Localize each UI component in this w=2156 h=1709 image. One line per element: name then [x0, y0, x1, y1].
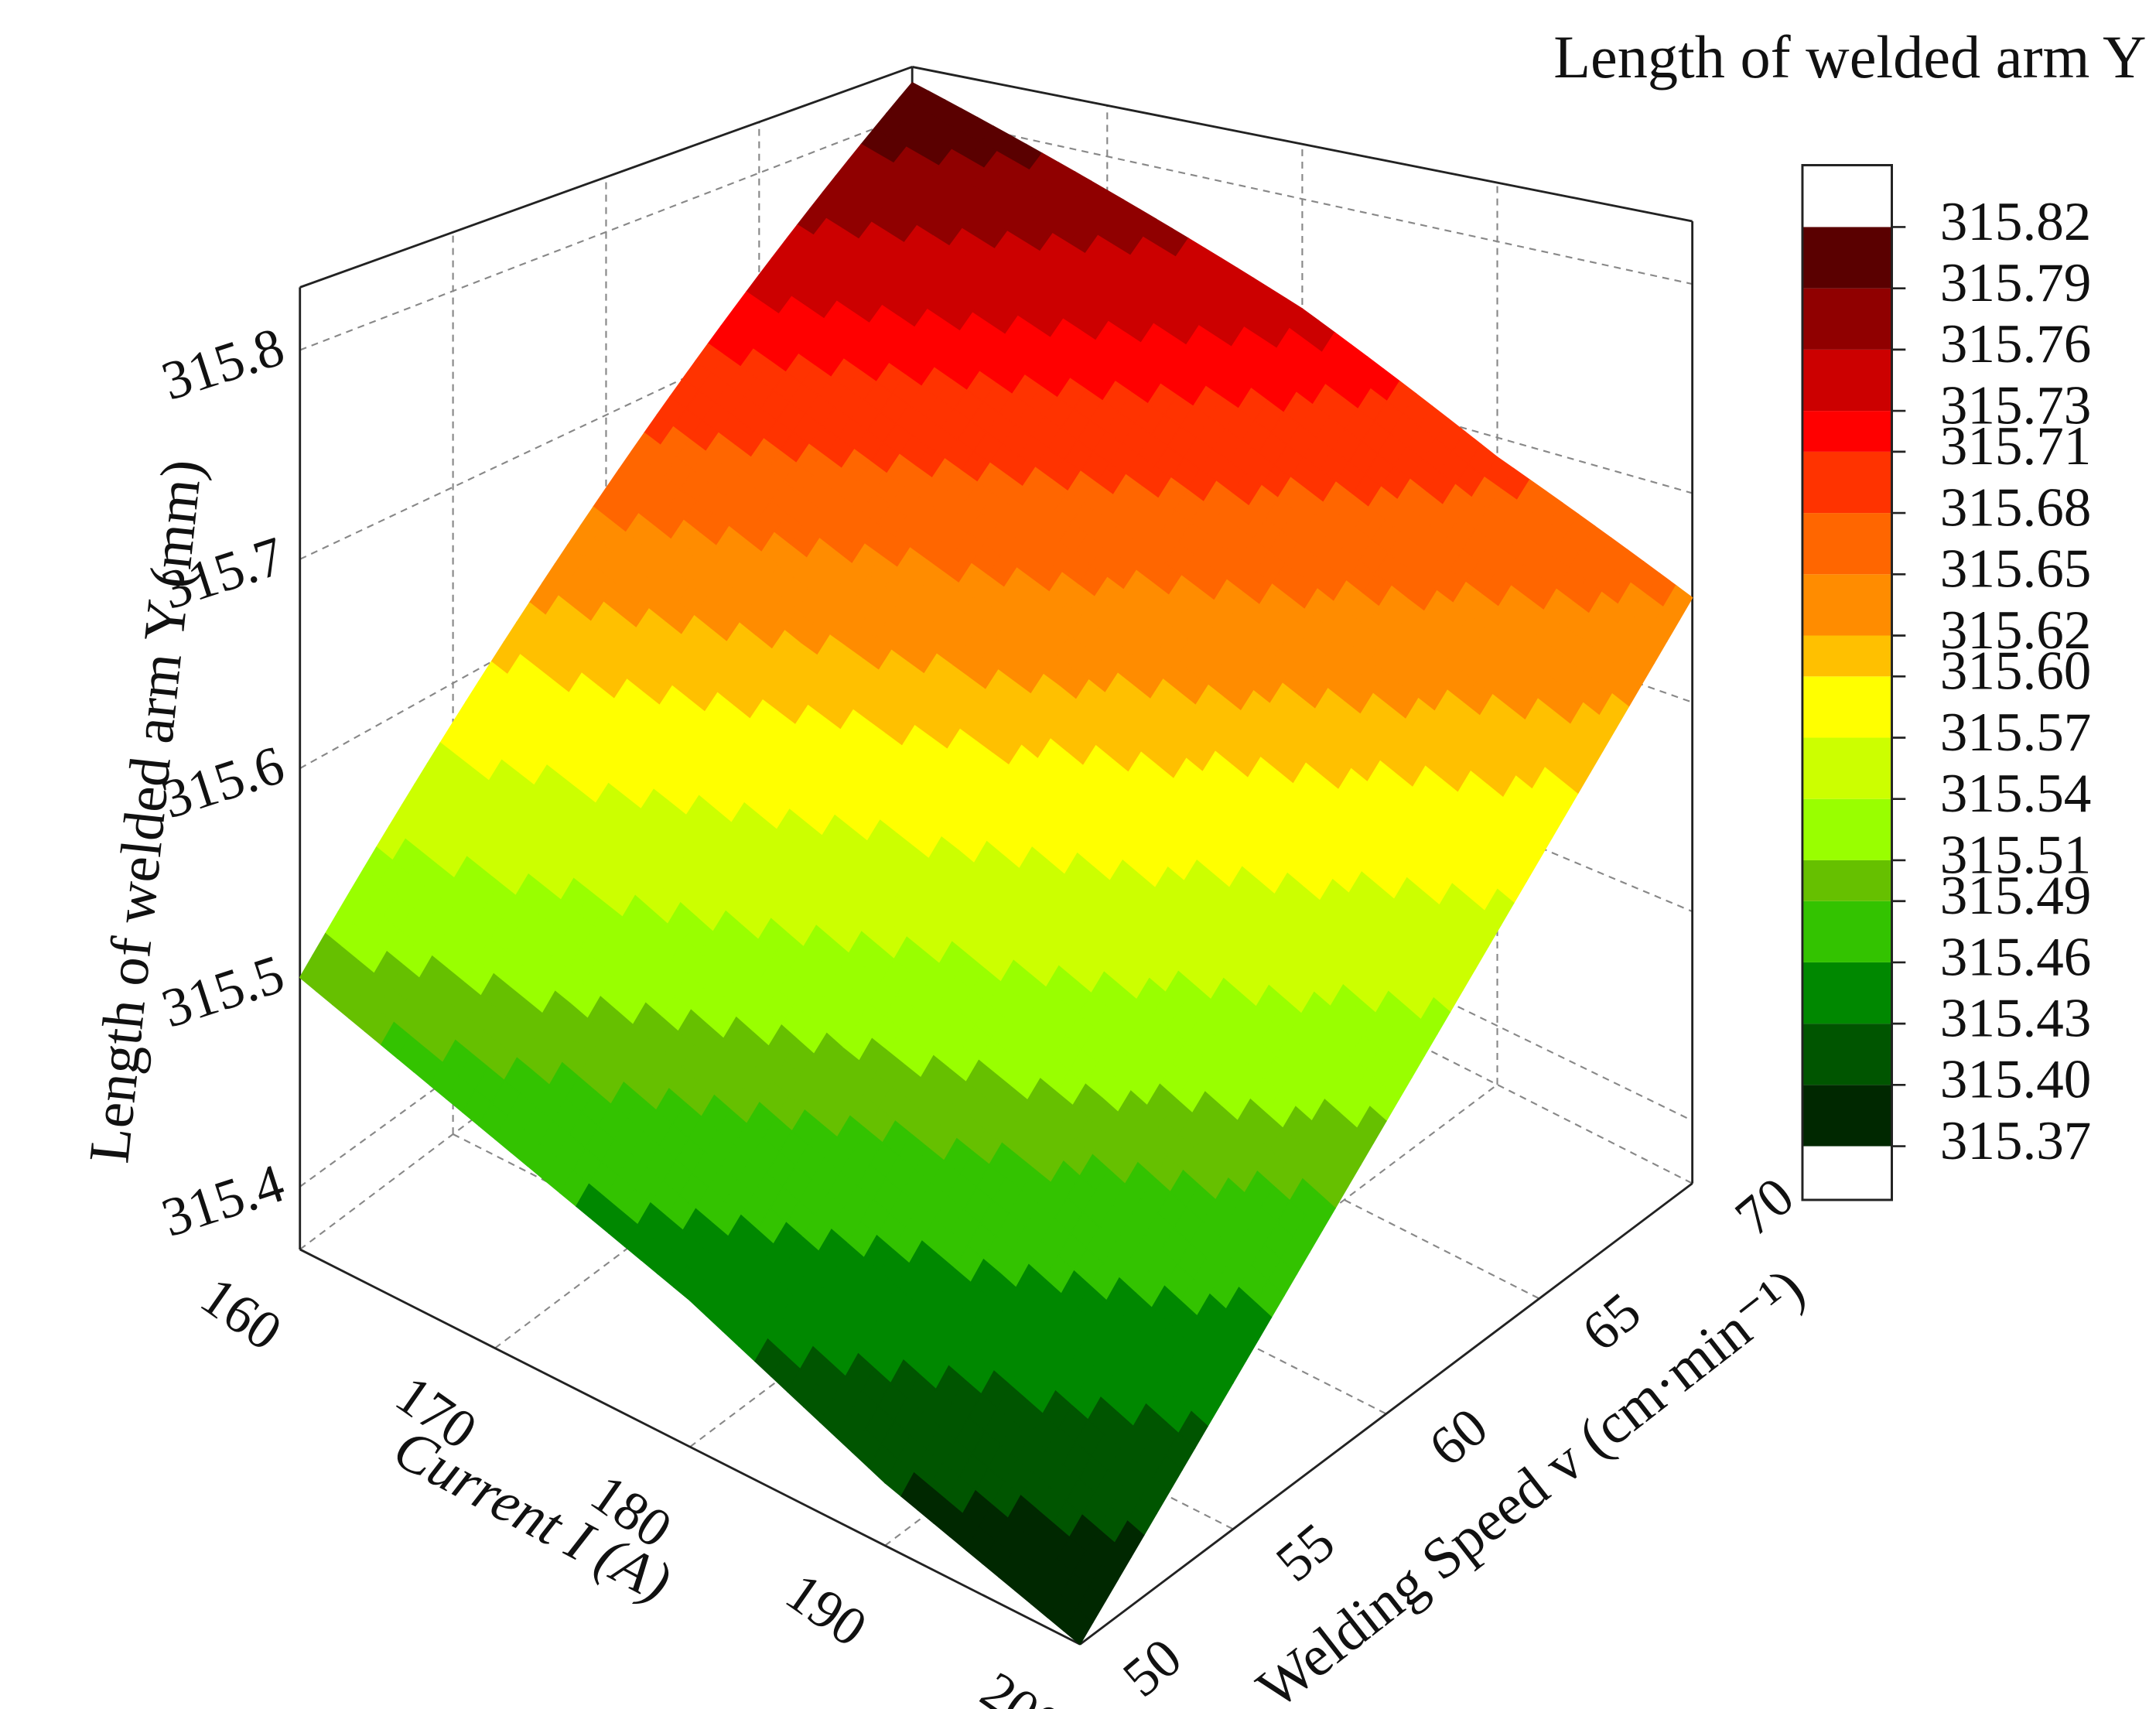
colorbar-band — [1802, 1085, 1892, 1147]
surface-cell — [1037, 949, 1387, 1384]
colorbar-band — [1802, 635, 1892, 677]
surface-cell — [1343, 456, 1693, 860]
grid-line — [299, 740, 913, 1188]
surface-cell — [758, 81, 1109, 411]
surface-cell — [884, 1202, 1234, 1646]
y-tick-label: 65 — [1571, 1281, 1652, 1362]
colorbar-label: 315.60 — [1940, 641, 2092, 702]
colorbar-band — [1802, 737, 1892, 799]
grid-line — [494, 886, 1108, 1349]
colorbar-band — [1802, 798, 1892, 860]
colorbar-label: 315.43 — [1940, 988, 2092, 1048]
surface-cell — [647, 643, 997, 1049]
surface-cell — [1190, 700, 1540, 1123]
surface-cell — [953, 190, 1304, 552]
z-tick-label: 315.5 — [155, 944, 291, 1040]
y-axis-label: Welding Speed v (cm·min⁻¹) — [1245, 1256, 1816, 1709]
surface — [299, 81, 1693, 1646]
surface-facet — [1063, 1608, 1094, 1646]
x-tick-label: 200 — [970, 1660, 1072, 1709]
x-tick-label: 190 — [775, 1562, 877, 1659]
colorbar: 315.37315.40315.43315.46315.49315.51315.… — [1801, 164, 2092, 1201]
colorbar-label: 315.40 — [1940, 1050, 2092, 1110]
z-tick-label: 315.8 — [155, 316, 291, 412]
z-tick-label: 315.4 — [155, 1153, 291, 1249]
axis-frame — [911, 66, 1693, 223]
colorbar-band — [1802, 962, 1892, 1024]
axis-frame — [299, 1248, 1081, 1646]
colorbar-label: 315.73 — [1940, 375, 2092, 436]
colorbar-label: 315.76 — [1940, 314, 2092, 374]
colorbar-label: 315.65 — [1940, 539, 2092, 600]
colorbar-band — [1802, 288, 1892, 350]
colorbar-label: 315.68 — [1940, 477, 2092, 538]
colorbar-band — [1802, 676, 1892, 738]
surface-cell — [605, 274, 955, 645]
colorbar-label: 315.37 — [1940, 1111, 2092, 1171]
colorbar-band — [1802, 451, 1892, 514]
colorbar-band — [1802, 411, 1892, 452]
colorbar-outline — [1801, 164, 1893, 1201]
colorbar-band — [1802, 1024, 1892, 1085]
axis-frame — [299, 66, 913, 289]
surface-cell — [689, 1047, 1039, 1484]
colorbar-label: 315.79 — [1940, 253, 2092, 313]
y-tick-label: 60 — [1418, 1396, 1499, 1478]
colorbar-label: 315.51 — [1940, 825, 2092, 885]
colorbar-label: 315.82 — [1940, 192, 2092, 252]
surface-cell — [452, 487, 802, 875]
y-tick-label: 70 — [1724, 1166, 1806, 1247]
colorbar-label: 315.62 — [1940, 600, 2092, 661]
x-tick-label: 160 — [190, 1266, 292, 1362]
colorbar-label: 315.46 — [1940, 927, 2092, 987]
surface-cell — [494, 873, 844, 1302]
colorbar-band — [1802, 513, 1892, 575]
colorbar-band — [1802, 349, 1892, 412]
colorbar-band — [1802, 574, 1892, 636]
colorbar-label: 315.71 — [1940, 416, 2092, 477]
axis-frame — [1079, 1182, 1693, 1646]
chart-title: Length of welded arm Y — [1553, 23, 2146, 91]
colorbar-label: 315.57 — [1940, 702, 2092, 763]
colorbar-label: 315.54 — [1940, 764, 2092, 824]
y-tick-label: 50 — [1112, 1627, 1193, 1708]
colorbar-label: 315.49 — [1940, 866, 2092, 926]
grid-line — [299, 788, 913, 1250]
surface-cell — [995, 550, 1345, 952]
y-tick-label: 55 — [1265, 1512, 1346, 1593]
colorbar-band — [1802, 227, 1892, 289]
colorbar-band — [1802, 860, 1892, 901]
colorbar-band — [1802, 901, 1892, 962]
